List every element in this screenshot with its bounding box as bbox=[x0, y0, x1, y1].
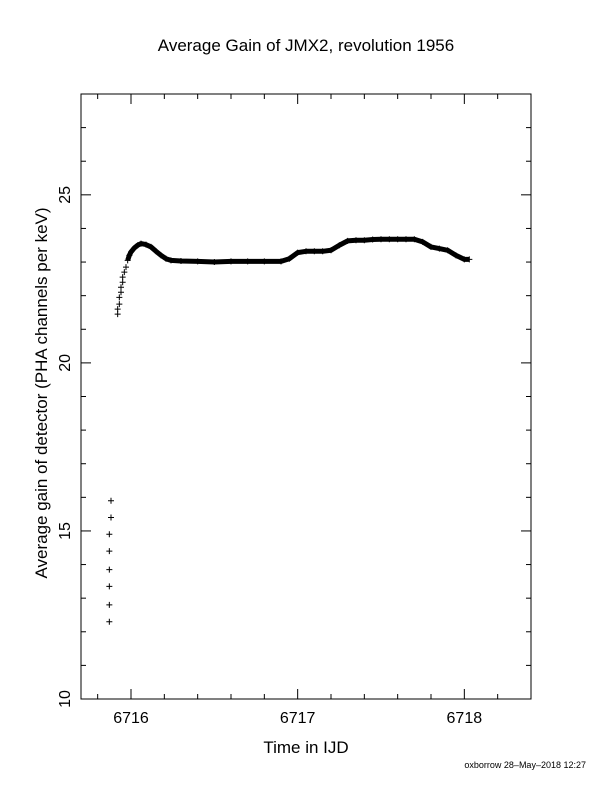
data-point bbox=[119, 274, 126, 281]
data-point bbox=[118, 289, 124, 296]
data-point bbox=[123, 264, 129, 271]
x-tick-label: 6717 bbox=[280, 710, 316, 727]
data-point bbox=[119, 279, 126, 286]
data-point bbox=[106, 601, 113, 608]
plus-marker bbox=[108, 514, 114, 521]
plus-marker bbox=[119, 279, 126, 286]
data-point bbox=[108, 497, 114, 504]
plus-marker bbox=[106, 601, 113, 608]
y-tick-label: 15 bbox=[57, 522, 74, 540]
plus-marker bbox=[106, 548, 113, 555]
plus-marker bbox=[118, 284, 124, 291]
plus-marker bbox=[114, 311, 121, 318]
data-point bbox=[118, 284, 124, 291]
plot-frame bbox=[80, 93, 532, 700]
plus-marker bbox=[116, 301, 123, 308]
x-tick-label: 6718 bbox=[447, 710, 483, 727]
data-point bbox=[108, 514, 114, 521]
data-point bbox=[116, 301, 123, 308]
chart-title: Average Gain of JMX2, revolution 1956 bbox=[157, 36, 455, 55]
data-point bbox=[116, 294, 123, 301]
data-point bbox=[114, 311, 121, 318]
data-point bbox=[106, 566, 113, 573]
axis-ticks: 6716 6717 6718 10 15 20 25 bbox=[57, 94, 531, 727]
data-point bbox=[106, 548, 113, 555]
plus-marker bbox=[123, 264, 129, 271]
data-points bbox=[106, 236, 473, 625]
plus-marker bbox=[106, 531, 113, 538]
plus-marker bbox=[118, 289, 124, 296]
data-point bbox=[106, 531, 113, 538]
footer-credit: oxborrow 28–May–2018 12:27 bbox=[464, 760, 586, 770]
data-point bbox=[106, 583, 113, 590]
y-tick-label: 20 bbox=[57, 354, 74, 372]
plus-marker bbox=[119, 274, 126, 281]
data-point bbox=[121, 269, 128, 276]
dense-data-trace bbox=[125, 236, 470, 265]
y-tick-label: 10 bbox=[57, 690, 74, 708]
plus-marker bbox=[116, 294, 123, 301]
plus-marker bbox=[106, 618, 113, 625]
plus-marker bbox=[106, 583, 113, 590]
plus-marker bbox=[114, 306, 121, 313]
data-point bbox=[114, 306, 121, 313]
plus-marker bbox=[121, 269, 128, 276]
plus-marker bbox=[108, 497, 114, 504]
plus-marker bbox=[106, 566, 113, 573]
x-tick-label: 6716 bbox=[113, 710, 149, 727]
y-tick-label: 25 bbox=[57, 186, 74, 204]
data-point bbox=[106, 618, 113, 625]
x-axis-label: Time in IJD bbox=[263, 738, 349, 757]
